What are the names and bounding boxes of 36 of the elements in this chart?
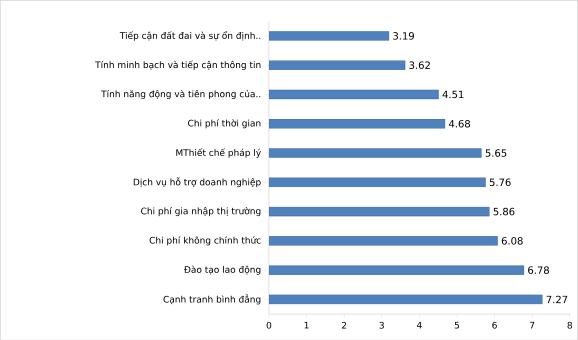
bar bbox=[268, 60, 406, 70]
data-label: 5.76 bbox=[490, 178, 511, 186]
y-tick-label: Tính minh bạch và tiếp cận thông tin bbox=[95, 60, 260, 70]
y-tick-label: Chi phí gia nhập thị trường bbox=[141, 206, 260, 216]
data-label: 5.65 bbox=[486, 149, 506, 157]
bar bbox=[268, 265, 524, 275]
x-tick-label: 0 bbox=[266, 322, 272, 328]
x-tick-label: 3 bbox=[380, 322, 384, 328]
x-tick-label: 5 bbox=[454, 322, 460, 328]
y-tick-label: Đào tạo lao động bbox=[184, 265, 260, 275]
data-label: 3.19 bbox=[393, 32, 414, 40]
y-tick-label: Tiếp cận đất đai và sự ổn định.. bbox=[120, 30, 260, 41]
data-label: 3.62 bbox=[409, 61, 430, 69]
bar bbox=[268, 118, 446, 128]
y-tick-label: Dịch vụ hỗ trợ doanh nghiệp bbox=[134, 177, 261, 188]
data-label: 4.68 bbox=[448, 120, 470, 128]
x-tick-label: 7 bbox=[530, 322, 534, 328]
x-tick-label: 6 bbox=[492, 322, 497, 328]
bar bbox=[268, 236, 498, 246]
x-tick-label: 4 bbox=[416, 322, 422, 328]
y-tick-label: Cạnh tranh bình đẳng bbox=[164, 294, 260, 304]
x-tick-label: 2 bbox=[342, 322, 346, 328]
data-label: 6.78 bbox=[528, 266, 549, 274]
x-tick-label: 1 bbox=[304, 322, 309, 328]
data-label: 6.08 bbox=[502, 236, 523, 244]
bar bbox=[268, 206, 490, 216]
data-label: 7.27 bbox=[546, 296, 568, 303]
x-tick-label: 8 bbox=[568, 322, 572, 328]
data-label: 4.51 bbox=[442, 90, 464, 98]
y-tick-label: Chi phí thời gian bbox=[188, 119, 260, 128]
bar bbox=[268, 177, 486, 187]
y-tick-label: Tính năng động và tiên phong của.. bbox=[101, 90, 260, 99]
data-label: 5.86 bbox=[494, 208, 514, 216]
y-tick-label: MThiết chế pháp lý bbox=[176, 148, 261, 158]
bar bbox=[268, 31, 390, 40]
y-tick-label: Chi phí không chính thức bbox=[150, 236, 261, 246]
